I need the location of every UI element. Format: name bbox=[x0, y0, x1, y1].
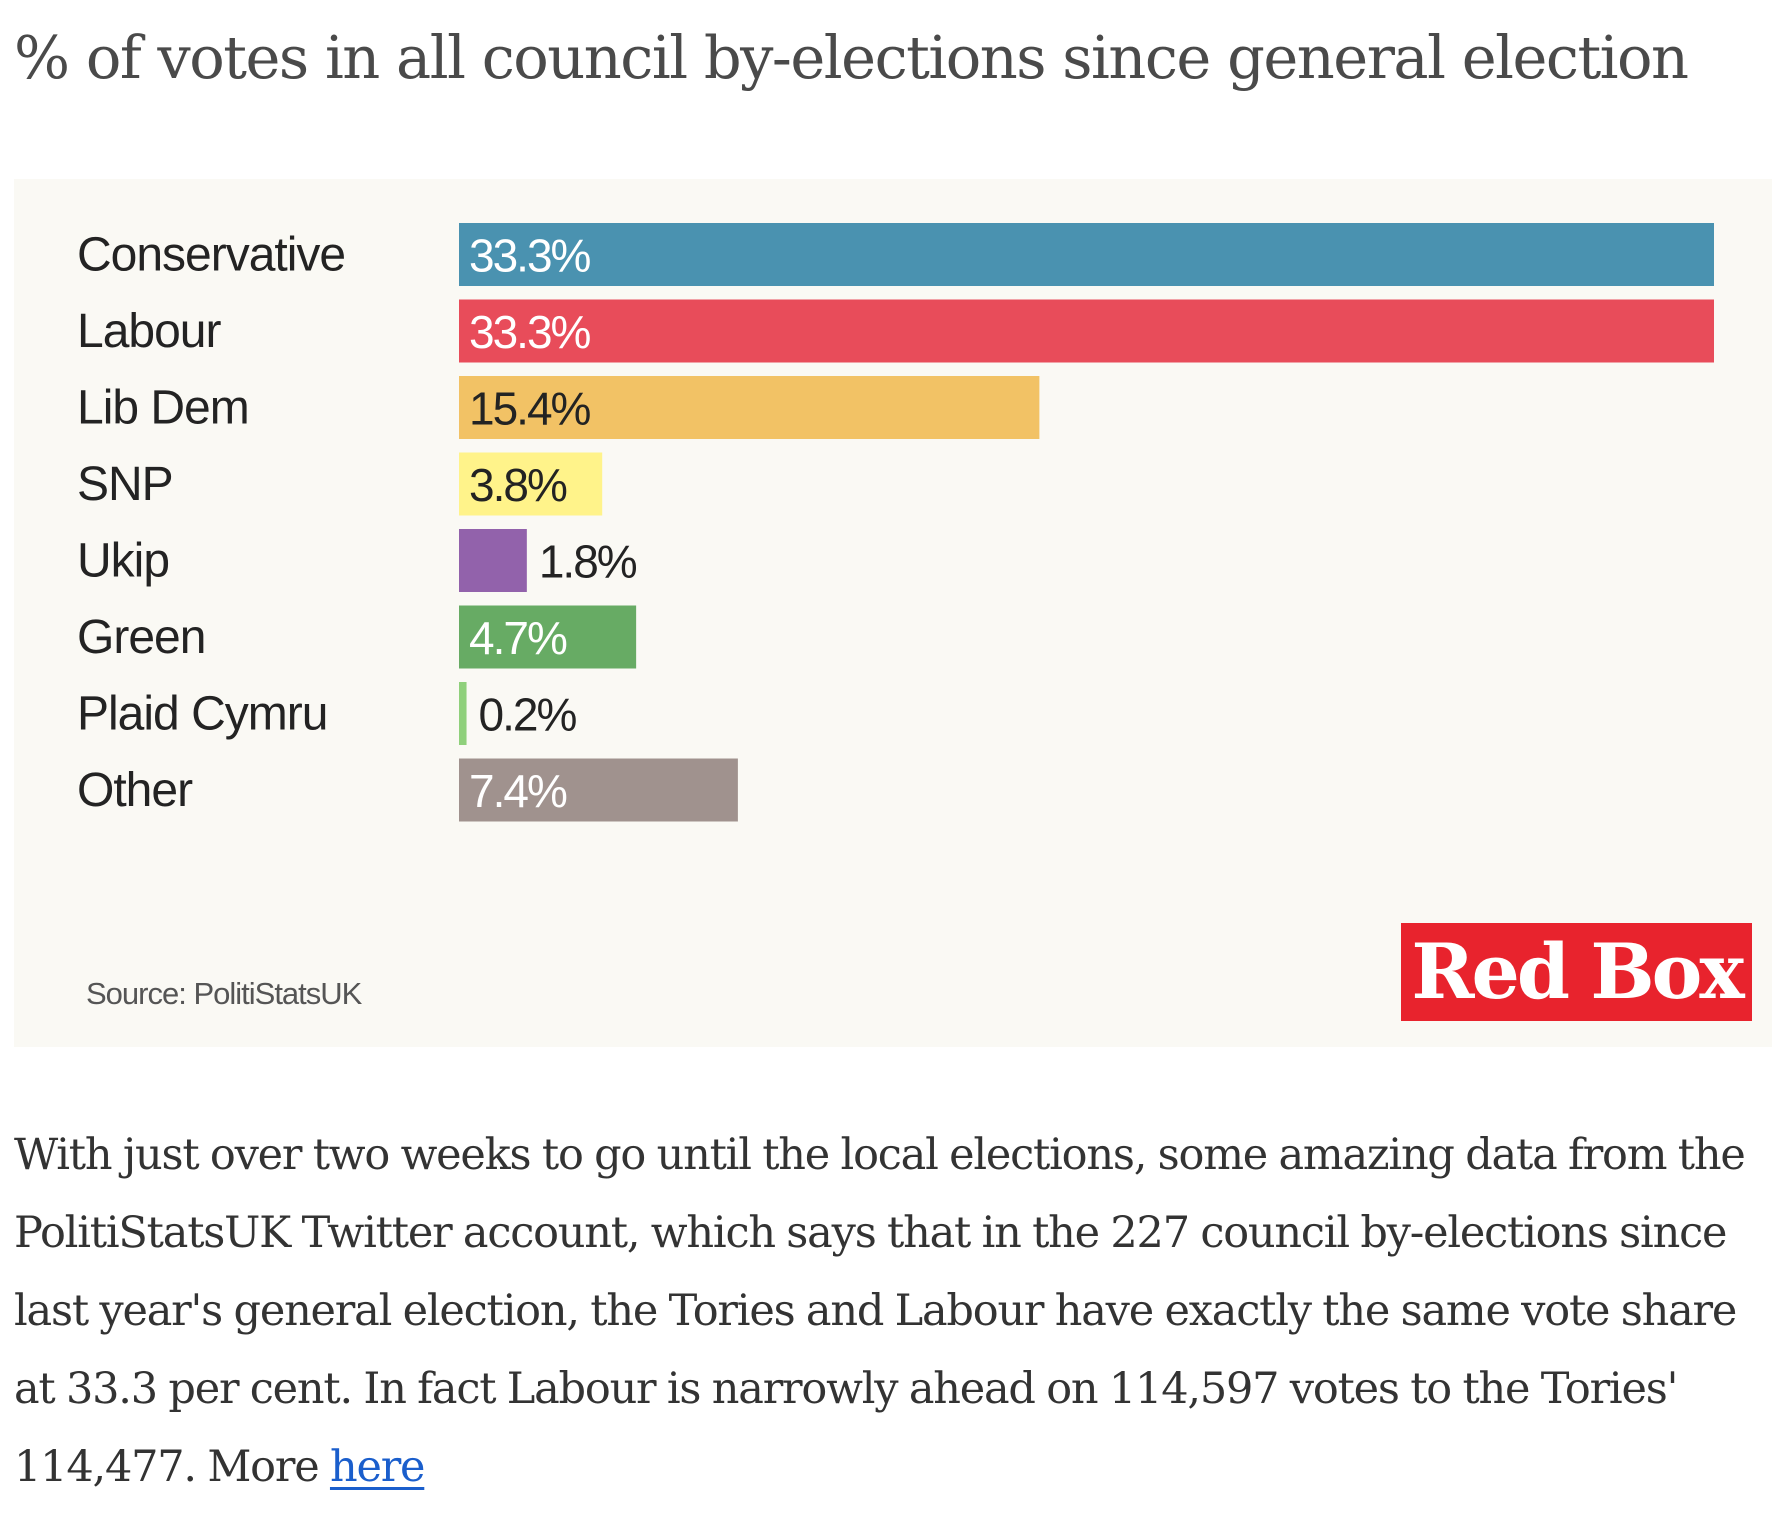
value-label-lib-dem: 15.4% bbox=[469, 383, 591, 435]
bar-ukip bbox=[459, 529, 527, 592]
value-label-plaid-cymru: 0.2% bbox=[479, 689, 577, 741]
chart-panel: Conservative 33.3% Labour 33.3% Lib Dem 15.4%… bbox=[14, 179, 1772, 1047]
bar-lib-dem bbox=[459, 376, 1040, 439]
category-label-snp: SNP bbox=[77, 458, 173, 511]
bar-plaid-cymru bbox=[459, 682, 467, 745]
value-label-other: 7.4% bbox=[469, 765, 567, 817]
chart-source: Source: PolitiStatsUK bbox=[86, 976, 362, 1011]
category-label-green: Green bbox=[77, 611, 205, 664]
category-label-other: Other bbox=[77, 764, 193, 817]
category-label-lib-dem: Lib Dem bbox=[77, 382, 249, 435]
category-label-conservative: Conservative bbox=[77, 229, 345, 282]
more-here-link[interactable]: here bbox=[329, 1442, 426, 1492]
category-label-plaid-cymru: Plaid Cymru bbox=[77, 688, 327, 741]
article-paragraph: With just over two weeks to go until the… bbox=[14, 1116, 1779, 1506]
bar-snp bbox=[459, 452, 603, 516]
bar-conservative bbox=[459, 223, 1714, 286]
category-label-labour: Labour bbox=[77, 305, 221, 358]
bar-green bbox=[459, 605, 637, 669]
bar-labour bbox=[459, 299, 1714, 363]
category-label-ukip: Ukip bbox=[77, 535, 169, 588]
bar-chart: Conservative 33.3% Labour 33.3% Lib Dem 15.4%… bbox=[77, 223, 1714, 822]
red-box-logo: Red Box bbox=[1401, 923, 1752, 1021]
value-label-snp: 3.8% bbox=[469, 459, 567, 511]
value-label-labour: 33.3% bbox=[469, 306, 591, 358]
value-label-ukip: 1.8% bbox=[539, 536, 637, 588]
value-label-green: 4.7% bbox=[469, 612, 567, 664]
page-title: % of votes in all council by-elections s… bbox=[14, 23, 1689, 92]
value-label-conservative: 33.3% bbox=[469, 230, 591, 282]
bar-other bbox=[459, 758, 738, 822]
red-box-logo-text: Red Box bbox=[1411, 927, 1744, 1016]
article-text: With just over two weeks to go until the… bbox=[14, 1130, 1746, 1492]
